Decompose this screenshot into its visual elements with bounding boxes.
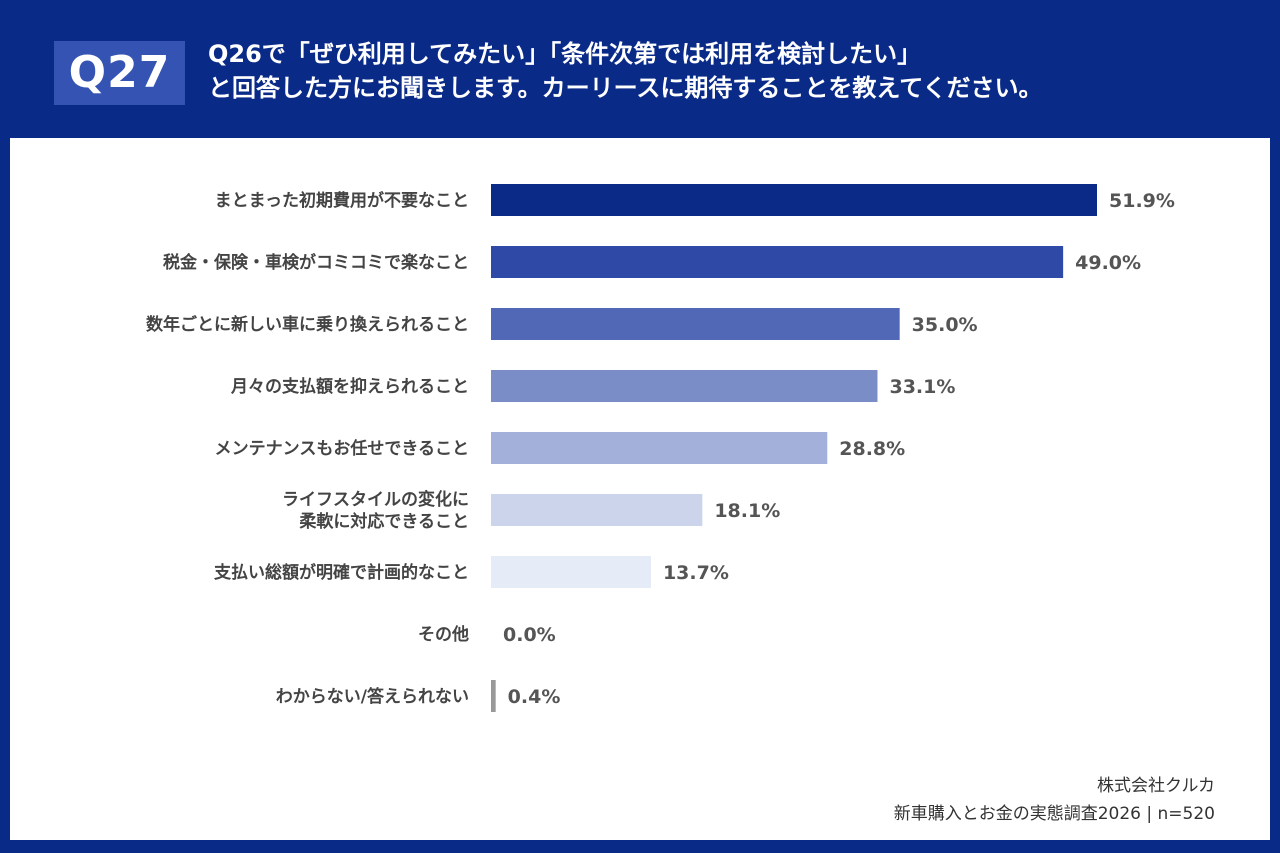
value-label: 33.1% [889,376,955,398]
category-label: 税金・保険・車検がコミコミで楽なこと [163,252,469,273]
bar-chart: まとまった初期費用が不要なこと 51.9% 税金・保険・車検がコミコミで楽なこと 49… [146,184,1175,712]
question-badge: Q27 [54,41,185,105]
footer-company: 株式会社クルカ [1097,776,1215,796]
bar [491,184,1097,216]
category-label: ライフスタイルの変化に柔軟に対応できること [282,489,469,532]
category-label: 数年ごとに新しい車に乗り換えられること [146,314,469,335]
chart-panel: まとまった初期費用が不要なこと 51.9% 税金・保険・車検がコミコミで楽なこと 49… [10,138,1270,840]
category-label: その他 [418,624,469,645]
category-label: まとまった初期費用が不要なこと [215,190,469,211]
bar [491,494,703,526]
value-label: 35.0% [912,314,978,336]
category-label: わからない/答えられない [276,686,469,707]
value-label: 51.9% [1109,190,1175,212]
bar [491,556,651,588]
value-label: 0.0% [503,624,556,646]
value-label: 49.0% [1075,252,1141,274]
value-label: 28.8% [839,438,905,460]
category-label: メンテナンスもお任せできること [215,438,469,459]
value-label: 0.4% [508,686,561,708]
question-title-line-1: Q26で「ぜひ利用してみたい」「条件次第では利用を検討したい」 [208,40,922,68]
question-title-line-2: と回答した方にお聞きします。カーリースに期待することを教えてください。 [208,74,1043,102]
bar [491,308,900,340]
footer: 株式会社クルカ 新車購入とお金の実態調査2026 | n=520 [894,772,1215,828]
question-title: Q26で「ぜひ利用してみたい」「条件次第では利用を検討したい」 と回答した方にお… [208,37,1042,105]
bar [491,432,828,464]
category-label: 支払い総額が明確で計画的なこと [214,562,469,583]
bar [491,246,1064,278]
footer-survey: 新車購入とお金の実態調査2026 | n=520 [893,804,1215,824]
value-label: 18.1% [714,500,780,522]
bar [491,680,496,712]
value-label: 13.7% [663,562,729,584]
category-label: 月々の支払額を抑えられること [230,376,469,397]
bar [491,370,878,402]
